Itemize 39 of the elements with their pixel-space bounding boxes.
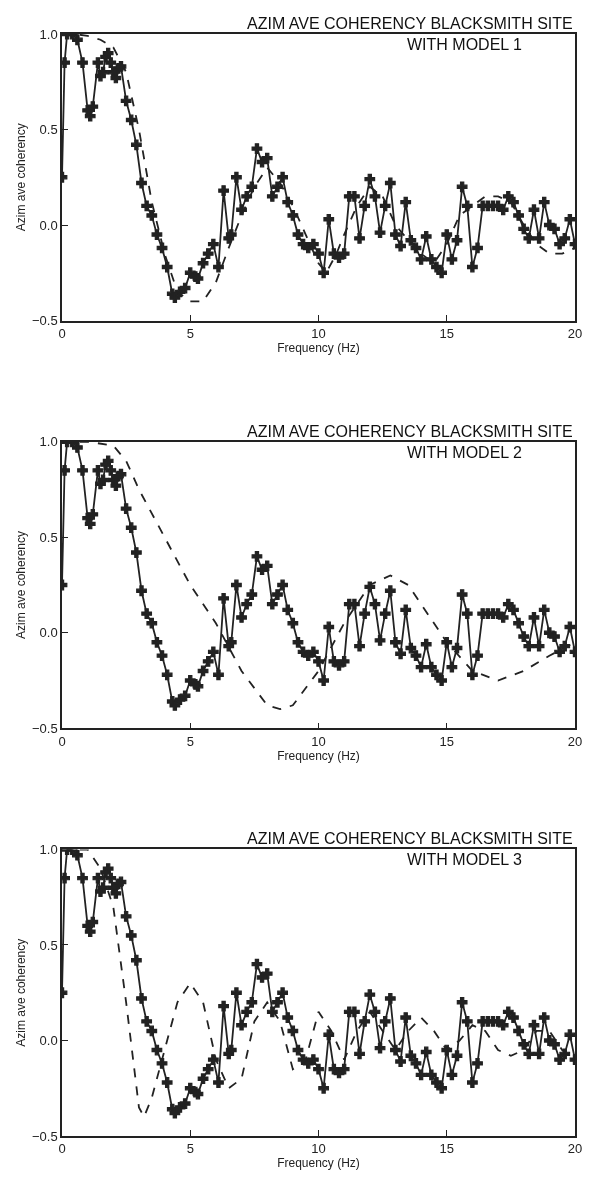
- x-axis-title: Frequency (Hz): [277, 748, 360, 763]
- x-axis-title: Frequency (Hz): [277, 340, 360, 355]
- y-tick-label: 0.0: [39, 217, 58, 233]
- y-axis-title: Azim ave coherency: [13, 938, 28, 1047]
- chart-subtitle: WITH MODEL 2: [407, 444, 523, 461]
- y-axis-title: Azim ave coherency: [13, 123, 28, 232]
- y-tick-label: 1.0: [39, 842, 58, 858]
- x-tick-label: 10: [311, 733, 326, 749]
- x-tick-label: 5: [186, 325, 194, 341]
- y-axis-title: Azim ave coherency: [13, 530, 28, 640]
- x-tick-label: 15: [439, 1141, 454, 1157]
- x-tick-label: 15: [439, 325, 454, 341]
- x-tick-label: 0: [58, 325, 66, 341]
- x-axis-title: Frequency (Hz): [277, 1156, 360, 1171]
- y-tick-label: 0.5: [39, 529, 58, 545]
- x-tick-label: 10: [311, 325, 326, 341]
- y-tick-label: −0.5: [31, 313, 58, 329]
- x-tick-label: 5: [186, 733, 194, 749]
- chart-subtitle: WITH MODEL 1: [407, 36, 523, 53]
- y-tick-label: 0.0: [39, 1033, 58, 1049]
- y-tick-label: 1.0: [39, 434, 58, 450]
- x-tick-label: 0: [58, 733, 66, 749]
- chart-title: AZIM AVE COHERENCY BLACKSMITH SITE: [247, 15, 573, 32]
- y-tick-label: 0.5: [39, 937, 58, 953]
- chart-title: AZIM AVE COHERENCY BLACKSMITH SITE: [247, 830, 573, 847]
- x-tick-label: 15: [439, 733, 454, 749]
- y-tick-label: 1.0: [39, 26, 58, 42]
- x-tick-label: 10: [311, 1141, 326, 1157]
- chart-subtitle: WITH MODEL 3: [407, 851, 523, 868]
- x-tick-label: 0: [58, 1141, 66, 1157]
- y-tick-label: 0.0: [39, 625, 58, 641]
- y-tick-label: −0.5: [31, 720, 58, 736]
- x-tick-label: 5: [186, 1141, 194, 1157]
- x-tick-label: 20: [567, 1141, 583, 1157]
- chart-title: AZIM AVE COHERENCY BLACKSMITH SITE: [247, 423, 573, 440]
- y-tick-label: 0.5: [39, 122, 58, 138]
- x-tick-label: 20: [567, 325, 583, 341]
- y-tick-label: −0.5: [31, 1128, 58, 1144]
- x-tick-label: 20: [567, 733, 583, 749]
